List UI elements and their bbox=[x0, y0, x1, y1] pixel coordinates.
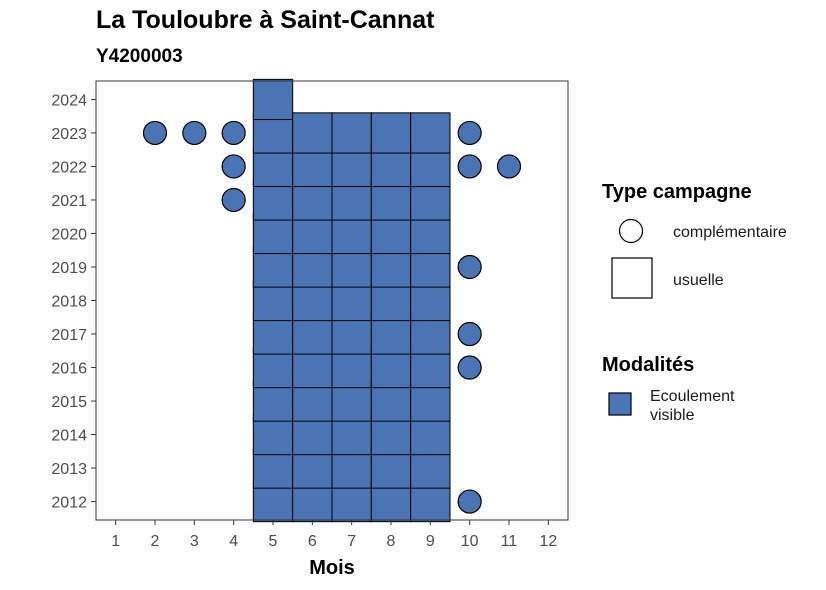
y-tick-label-2024: 2024 bbox=[51, 92, 87, 109]
y-tick-label-2013: 2013 bbox=[51, 461, 87, 478]
y-tick-label-2023: 2023 bbox=[51, 126, 87, 143]
y-tick-label-2014: 2014 bbox=[51, 428, 87, 445]
complementaire-point-m4-2022 bbox=[221, 154, 246, 179]
legend-label-complementaire: complémentaire bbox=[673, 224, 787, 241]
x-tick-label-8: 8 bbox=[387, 533, 396, 550]
y-tick-label-2017: 2017 bbox=[51, 327, 87, 344]
complementaire-point-m10-2016 bbox=[457, 355, 482, 380]
chart-title: La Touloubre à Saint-Cannat bbox=[96, 6, 435, 34]
complementaire-point-m4-2021 bbox=[221, 187, 246, 213]
y-tick-label-2015: 2015 bbox=[51, 394, 87, 411]
x-tick-label-4: 4 bbox=[229, 533, 238, 550]
complementaire-point-m10-2017 bbox=[457, 321, 482, 347]
y-tick-label-2012: 2012 bbox=[51, 495, 87, 512]
x-tick-label-11: 11 bbox=[501, 533, 518, 550]
legend-modality-title: Modalités bbox=[602, 354, 694, 376]
y-tick-label-2021: 2021 bbox=[51, 193, 87, 210]
x-tick-label-7: 7 bbox=[347, 533, 356, 550]
complementaire-point-m4-2023 bbox=[221, 120, 246, 146]
legend-modality-swatch bbox=[608, 392, 632, 416]
y-tick-label-2016: 2016 bbox=[51, 361, 87, 378]
y-tick-label-2020: 2020 bbox=[51, 226, 87, 243]
legend-circle-key bbox=[618, 218, 644, 244]
x-tick-label-2: 2 bbox=[151, 533, 160, 550]
complementaire-point-m10-2023 bbox=[457, 120, 482, 146]
complementaire-point-m10-2012 bbox=[457, 489, 482, 514]
legend-label-ecoulement-visible: Ecoulement visible bbox=[650, 388, 735, 424]
x-tick-label-10: 10 bbox=[461, 533, 479, 550]
chart-axes: 1 2 3 4 5 6 7 8 9 10 11 122012201320142015201620172… bbox=[51, 92, 557, 550]
x-tick-label-9: 9 bbox=[426, 533, 435, 550]
y-tick-label-2019: 2019 bbox=[51, 260, 87, 277]
legend-square-key bbox=[611, 257, 653, 299]
usuelle-tile-m9-2023 bbox=[410, 112, 451, 154]
usuelle-tile-m5-2024 bbox=[252, 78, 294, 121]
y-tick-label-2018: 2018 bbox=[51, 294, 87, 311]
x-tick-label-1: 1 bbox=[111, 533, 120, 550]
complementaire-point-m3-2023 bbox=[182, 120, 207, 146]
y-tick-label-2022: 2022 bbox=[51, 159, 87, 176]
x-tick-label-5: 5 bbox=[269, 533, 278, 550]
usuelle-tile-m6-2023 bbox=[292, 112, 333, 154]
complementaire-point-m11-2022 bbox=[496, 154, 522, 179]
legend-type-title: Type campagne bbox=[602, 181, 752, 203]
legend: Type campagne complémentaire usuelle Modali… bbox=[602, 181, 787, 424]
complementaire-point-m10-2022 bbox=[457, 154, 482, 179]
x-tick-label-6: 6 bbox=[308, 533, 317, 550]
complementaire-point-m10-2019 bbox=[457, 254, 482, 280]
x-axis-title: Mois bbox=[309, 557, 355, 579]
chart-marks bbox=[142, 78, 522, 523]
usuelle-tile-m7-2023 bbox=[331, 112, 372, 154]
x-tick-label-3: 3 bbox=[190, 533, 199, 550]
complementaire-point-m2-2023 bbox=[142, 120, 168, 146]
chart-subtitle: Y4200003 bbox=[96, 46, 183, 67]
x-tick-label-12: 12 bbox=[539, 533, 557, 550]
legend-label-usuelle: usuelle bbox=[673, 272, 724, 289]
usuelle-tile-m8-2023 bbox=[370, 112, 412, 154]
